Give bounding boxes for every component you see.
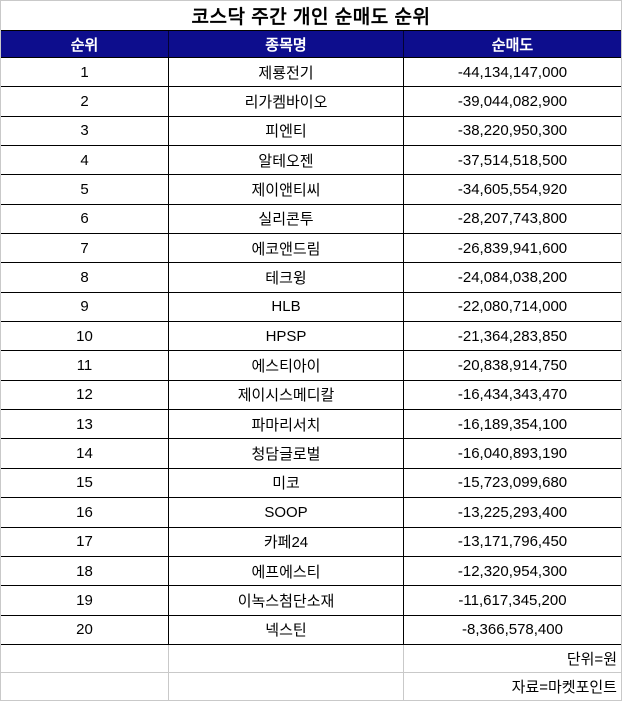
stock-name-cell: 피엔티 — [169, 116, 404, 146]
stock-name-cell: 에코앤드림 — [169, 234, 404, 263]
table-row: 19 이녹스첨단소재 -11,617,345,200 — [1, 586, 621, 616]
unit-note: 단위=원 — [566, 650, 617, 668]
table-row: 11 에스티아이 -20,838,914,750 — [1, 351, 621, 381]
table-row: 17 카페24 -13,171,796,450 — [1, 527, 621, 557]
rank-cell: 11 — [1, 351, 169, 380]
rank-cell: 4 — [1, 146, 169, 175]
net-sell-amount-cell: -26,839,941,600 — [457, 239, 568, 257]
net-sell-amount-cell: -13,225,293,400 — [457, 503, 568, 521]
table-row: 5 제이앤티씨 -34,605,554,920 — [1, 175, 621, 205]
table-header-row: 순위 종목명 순매도 — [1, 30, 621, 58]
net-sell-amount-cell: -34,605,554,920 — [457, 181, 568, 199]
rank-cell: 20 — [1, 615, 169, 644]
stock-name-cell: 카페24 — [169, 527, 404, 556]
col-header-stock: 종목명 — [169, 31, 404, 57]
table-row: 16 SOOP -13,225,293,400 — [1, 498, 621, 528]
table-row: 15 미코 -15,723,099,680 — [1, 468, 621, 499]
footer-unit-row: 단위=원 — [1, 644, 621, 673]
stock-name-cell: 에프에스티 — [169, 556, 404, 586]
table-row: 2 리가켐바이오 -39,044,082,900 — [1, 87, 621, 117]
rank-cell: 5 — [1, 175, 169, 204]
rank-cell: 7 — [1, 234, 169, 263]
net-sell-amount-cell: -13,171,796,450 — [457, 533, 568, 551]
footer-source-row: 자료=마켓포인트 — [1, 672, 621, 700]
net-sell-amount-cell: -16,189,354,100 — [457, 415, 568, 433]
footer-empty-cell — [1, 644, 169, 672]
col-header-amount: 순매도 — [491, 36, 534, 54]
net-sell-amount-cell: -8,366,578,400 — [462, 621, 563, 639]
table-row: 13 파마리서치 -16,189,354,100 — [1, 410, 621, 440]
net-sell-amount-cell: -16,434,343,470 — [457, 386, 568, 404]
net-sell-amount-cell: -44,134,147,000 — [457, 63, 568, 81]
footer-empty-cell — [169, 672, 404, 700]
table-body: 1 제룡전기 -44,134,147,000 2 리가켐바이오 -39,044,082,9… — [1, 58, 621, 645]
rank-cell: 15 — [1, 468, 169, 498]
rank-cell: 18 — [1, 556, 169, 586]
stock-name-cell: 리가켐바이오 — [169, 87, 404, 116]
table-row: 20 넥스틴 -8,366,578,400 — [1, 615, 621, 645]
page-title: 코스닥 주간 개인 순매도 순위 — [191, 7, 431, 28]
net-sell-amount-cell: -11,617,345,200 — [458, 591, 567, 609]
rank-cell: 12 — [1, 380, 169, 410]
rank-cell: 17 — [1, 527, 169, 556]
table-row: 1 제룡전기 -44,134,147,000 — [1, 58, 621, 88]
stock-name-cell: SOOP — [169, 498, 404, 527]
net-sell-amount-cell: -38,220,950,300 — [457, 122, 568, 140]
stock-name-cell: 에스티아이 — [169, 351, 404, 380]
net-sell-amount-cell: -22,080,714,000 — [457, 298, 568, 316]
table-row: 12 제이시스메디칼 -16,434,343,470 — [1, 380, 621, 411]
rank-cell: 2 — [1, 87, 169, 116]
net-sell-amount-cell: -12,320,954,300 — [457, 562, 568, 580]
rank-cell: 13 — [1, 410, 169, 439]
stock-name-cell: 파마리서치 — [169, 410, 404, 439]
table-row: 18 에프에스티 -12,320,954,300 — [1, 556, 621, 587]
stock-name-cell: 제이시스메디칼 — [169, 380, 404, 410]
table-row: 3 피엔티 -38,220,950,300 — [1, 116, 621, 147]
rank-cell: 6 — [1, 204, 169, 234]
net-sell-amount-cell: -28,207,743,800 — [457, 210, 568, 228]
rank-cell: 14 — [1, 439, 169, 468]
net-sell-amount-cell: -24,084,038,200 — [457, 269, 568, 287]
stock-name-cell: HPSP — [169, 322, 404, 351]
rank-cell: 19 — [1, 586, 169, 615]
rank-cell: 9 — [1, 292, 169, 322]
footer-empty-cell — [1, 672, 169, 700]
stock-name-cell: 넥스틴 — [169, 615, 404, 644]
net-sell-amount-cell: -15,723,099,680 — [457, 474, 568, 492]
rank-cell: 16 — [1, 498, 169, 527]
stock-name-cell: 청담글로벌 — [169, 439, 404, 468]
net-sell-amount-cell: -20,838,914,750 — [457, 357, 568, 375]
net-sell-amount-cell: -39,044,082,900 — [457, 93, 568, 111]
stock-name-cell: 테크윙 — [169, 263, 404, 292]
rank-cell: 8 — [1, 263, 169, 292]
stock-name-cell: HLB — [169, 292, 404, 322]
stock-name-cell: 실리콘투 — [169, 204, 404, 234]
stock-name-cell: 미코 — [169, 468, 404, 498]
source-note: 자료=마켓포인트 — [511, 678, 617, 696]
table-row: 4 알테오젠 -37,514,518,500 — [1, 146, 621, 176]
col-header-rank: 순위 — [1, 31, 169, 57]
table-row: 10 HPSP -21,364,283,850 — [1, 322, 621, 352]
table-row: 8 테크윙 -24,084,038,200 — [1, 263, 621, 293]
table-row: 14 청담글로벌 -16,040,893,190 — [1, 439, 621, 469]
rank-cell: 1 — [1, 58, 169, 87]
rank-cell: 10 — [1, 322, 169, 351]
footer-empty-cell — [169, 644, 404, 672]
stock-name-cell: 제룡전기 — [169, 58, 404, 87]
stock-name-cell: 이녹스첨단소재 — [169, 586, 404, 615]
table-row: 7 에코앤드림 -26,839,941,600 — [1, 234, 621, 264]
rank-cell: 3 — [1, 116, 169, 146]
net-sell-amount-cell: -37,514,518,500 — [457, 151, 568, 169]
net-sell-amount-cell: -16,040,893,190 — [457, 445, 568, 463]
stock-name-cell: 알테오젠 — [169, 146, 404, 175]
table-row: 6 실리콘투 -28,207,743,800 — [1, 204, 621, 235]
stock-name-cell: 제이앤티씨 — [169, 175, 404, 204]
table-row: 9 HLB -22,080,714,000 — [1, 292, 621, 323]
net-sell-amount-cell: -21,364,283,850 — [457, 327, 568, 345]
